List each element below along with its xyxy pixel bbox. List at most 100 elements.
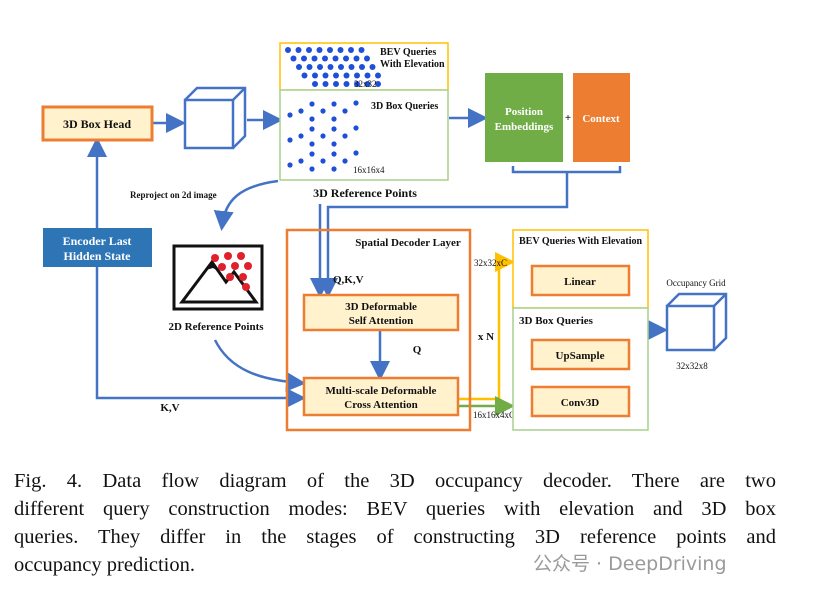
query-point (239, 273, 247, 281)
query-point (348, 64, 355, 70)
figure-caption: Fig. 4. Data flow diagram of the 3D occu… (14, 470, 776, 576)
query-point (331, 141, 337, 147)
query-point (320, 108, 326, 114)
query-point (331, 116, 337, 122)
query-point (312, 72, 318, 79)
svg-text:Cross Attention: Cross Attention (344, 399, 417, 411)
cross-attention-block (302, 376, 460, 417)
query-point (298, 133, 304, 139)
query-point (244, 262, 252, 270)
query-point (287, 162, 293, 168)
query-point (309, 151, 315, 157)
svg-text:32x32xC: 32x32xC (474, 258, 507, 268)
query-point (364, 72, 371, 79)
svg-text:Context: Context (582, 113, 620, 125)
query-point (332, 55, 339, 62)
query-point (353, 150, 359, 156)
query-point (369, 64, 376, 70)
query-point (337, 47, 344, 53)
svg-text:K,V: K,V (160, 402, 179, 414)
upsample-block (530, 338, 631, 371)
image-icon (172, 244, 264, 311)
svg-text:16x16x4: 16x16x4 (353, 165, 385, 175)
encoder-hidden-state-block (43, 228, 152, 267)
query-point (317, 64, 323, 70)
svg-text:Multi-scale Deformable: Multi-scale Deformable (326, 385, 437, 397)
query-point (348, 47, 354, 53)
query-point (327, 47, 333, 53)
query-point (375, 81, 381, 87)
query-point (322, 72, 329, 79)
query-point (320, 133, 326, 139)
svg-text:Q,K,V: Q,K,V (333, 274, 364, 286)
query-point (343, 81, 350, 87)
query-point (327, 64, 334, 70)
query-point (331, 151, 337, 157)
svg-text:UpSample: UpSample (556, 350, 605, 362)
query-point (231, 262, 239, 270)
svg-text:3D Deformable: 3D Deformable (345, 301, 417, 313)
svg-text:3D Box Head: 3D Box Head (63, 117, 131, 131)
box-head-block (41, 105, 154, 142)
svg-text:3D Box Queries: 3D Box Queries (519, 315, 594, 327)
query-point (309, 116, 315, 122)
linear-block (530, 264, 631, 297)
query-point (237, 252, 245, 260)
query-point (295, 47, 302, 53)
svg-text:Linear: Linear (564, 276, 596, 288)
query-point (298, 108, 304, 114)
svg-text:Self Attention: Self Attention (349, 315, 413, 327)
query-point (342, 133, 348, 139)
query-point (353, 125, 359, 131)
svg-text:32x32: 32x32 (354, 79, 377, 89)
query-point (309, 141, 315, 147)
self-attention-block (302, 293, 460, 332)
query-point (338, 64, 344, 70)
query-point (301, 55, 307, 62)
watermark: 公众号 · DeepDriving (533, 553, 727, 575)
query-point (364, 55, 370, 62)
svg-text:Occupancy Grid: Occupancy Grid (666, 278, 726, 288)
occupancy-grid-cube-icon (665, 292, 728, 352)
svg-text:Conv3D: Conv3D (561, 397, 600, 409)
query-point (354, 72, 360, 79)
query-point (211, 254, 219, 262)
svg-text:Position: Position (505, 106, 543, 118)
bev-query-points (285, 47, 381, 87)
query-point (287, 112, 293, 118)
query-point (306, 64, 313, 70)
query-point (333, 72, 339, 79)
query-point (364, 81, 371, 87)
query-point (316, 47, 323, 53)
query-point (218, 263, 226, 271)
query-point (375, 72, 381, 79)
svg-text:Hidden State: Hidden State (63, 249, 131, 263)
query-point (296, 64, 302, 70)
query-point (353, 100, 359, 106)
box-queries-panel (279, 89, 449, 181)
svg-text:With Elevation: With Elevation (380, 59, 445, 70)
query-point (285, 47, 291, 53)
query-point (358, 47, 365, 53)
svg-text:Spatial Decoder Layer: Spatial Decoder Layer (355, 237, 461, 249)
svg-text:16x16x4xC: 16x16x4xC (473, 410, 515, 420)
query-point (226, 273, 234, 281)
query-point (331, 101, 337, 107)
svg-text:Reproject on 2d image: Reproject on 2d image (130, 190, 217, 200)
svg-text:x N: x N (478, 331, 494, 343)
svg-text:3D Reference Points: 3D Reference Points (313, 186, 417, 200)
query-point (331, 126, 337, 132)
2d-reference-points (211, 252, 252, 291)
query-point (309, 166, 315, 172)
query-point (342, 108, 348, 114)
query-point (287, 137, 293, 143)
query-point (359, 64, 365, 70)
query-point (309, 101, 315, 107)
query-point (353, 55, 360, 62)
query-point (331, 166, 337, 172)
query-point (320, 158, 326, 164)
svg-text:Encoder Last: Encoder Last (63, 234, 132, 248)
context-block (573, 73, 630, 162)
svg-text:Embeddings: Embeddings (495, 121, 554, 133)
